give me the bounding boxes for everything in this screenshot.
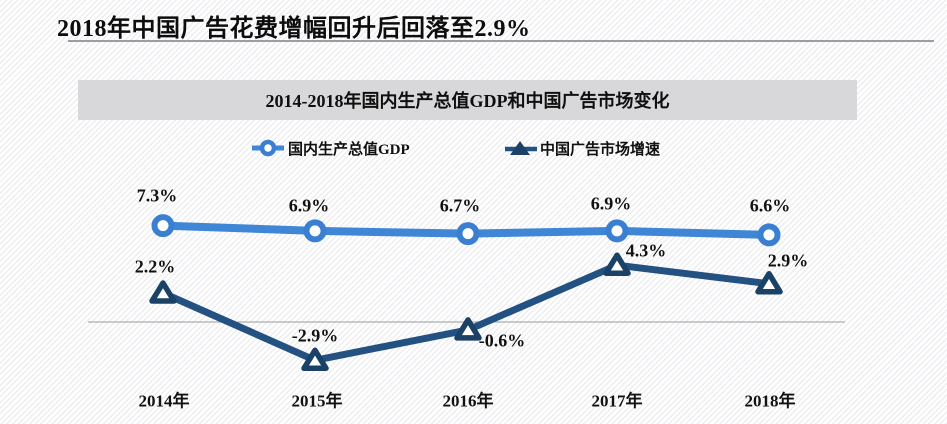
legend-label-gdp: 国内生产总值GDP (288, 141, 410, 158)
legend-label-ad-market: 中国广告市场增速 (540, 141, 661, 158)
axis-label-2014: 2014年 (138, 391, 190, 411)
data-label-gdp-2014: 7.3% (136, 185, 178, 206)
data-label-ad-2016: -0.6% (478, 330, 526, 351)
data-label-gdp-2017: 6.9% (590, 193, 632, 214)
axis-label-2015: 2015年 (291, 391, 343, 411)
chart-title-band: 2014-2018年国内生产总值GDP和中国广告市场变化 (78, 80, 857, 120)
data-label-gdp-2015: 6.9% (288, 195, 330, 216)
axis-label-2016: 2016年 (442, 391, 494, 411)
legend-item-ad-market: 中国广告市场增速 (505, 137, 660, 159)
axis-label-2018: 2018年 (744, 391, 796, 411)
chart-title: 2014-2018年国内生产总值GDP和中国广告市场变化 (265, 91, 670, 111)
data-label-ad-2017: 4.3% (625, 240, 667, 261)
data-label-ad-2018: 2.9% (767, 250, 809, 271)
page-title: 2018年中国广告花费增幅回升后回落至2.9% (57, 16, 531, 42)
gdp-legend-circle (259, 139, 277, 157)
axis-label-2017: 2017年 (591, 391, 643, 411)
legend-item-gdp: 国内生产总值GDP (251, 137, 410, 159)
ad-line-marker-icon (505, 141, 537, 155)
gdp-line-marker-icon (252, 139, 284, 157)
title-divider (68, 40, 934, 42)
ad-legend-triangle (510, 141, 530, 155)
data-label-gdp-2018: 6.6% (749, 195, 791, 216)
data-label-ad-2014: 2.2% (134, 256, 176, 277)
data-label-gdp-2016: 6.7% (439, 195, 481, 216)
data-label-ad-2015: -2.9% (291, 325, 339, 346)
